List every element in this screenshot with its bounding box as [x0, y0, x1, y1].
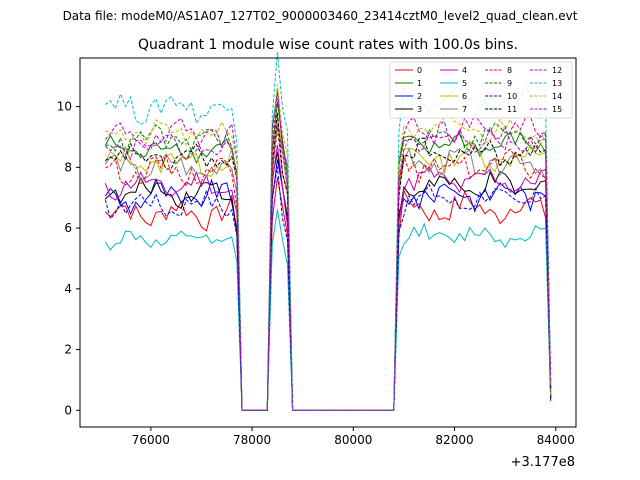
legend-label-0: 0	[417, 66, 422, 75]
legend-label-10: 10	[507, 92, 517, 101]
legend-label-11: 11	[507, 105, 517, 114]
x-tick-label: 82000	[435, 433, 473, 447]
x-offset-label: +3.177e8	[511, 455, 575, 470]
plot-lines	[104, 51, 552, 411]
y-tick-label: 10	[57, 100, 72, 114]
legend-label-1: 1	[417, 79, 422, 88]
legend-label-9: 9	[507, 79, 512, 88]
legend-label-13: 13	[552, 79, 562, 88]
figure-suptitle: Data file: modeM0/AS1A07_127T02_90000034…	[63, 9, 578, 23]
legend-label-4: 4	[462, 66, 467, 75]
y-tick-label: 4	[64, 282, 72, 296]
legend-label-6: 6	[462, 92, 467, 101]
legend-label-7: 7	[462, 105, 467, 114]
x-tick-label: 76000	[132, 433, 170, 447]
y-tick-label: 0	[64, 403, 72, 417]
legend-frame	[389, 61, 573, 119]
legend-label-12: 12	[552, 66, 562, 75]
y-tick-label: 8	[64, 160, 72, 174]
legend-label-2: 2	[417, 92, 422, 101]
series-line-9	[105, 91, 552, 411]
plot-area-frame	[79, 57, 577, 428]
x-tick-label: 80000	[334, 433, 372, 447]
y-axis: 0 2 4 6 8 10	[57, 100, 80, 417]
x-tick-label: 78000	[233, 433, 271, 447]
series-line-15	[104, 94, 552, 411]
legend-label-14: 14	[552, 92, 562, 101]
x-axis: 76000 78000 80000 82000 84000	[132, 427, 575, 447]
legend-label-8: 8	[507, 66, 512, 75]
series-line-11	[105, 112, 552, 411]
legend-label-3: 3	[417, 105, 422, 114]
legend-label-15: 15	[552, 105, 562, 114]
y-tick-label: 2	[64, 343, 72, 357]
legend-label-5: 5	[462, 79, 467, 88]
x-tick-label: 84000	[537, 433, 575, 447]
y-tick-label: 6	[64, 221, 72, 235]
chart-title: Quadrant 1 module wise count rates with …	[138, 37, 518, 53]
